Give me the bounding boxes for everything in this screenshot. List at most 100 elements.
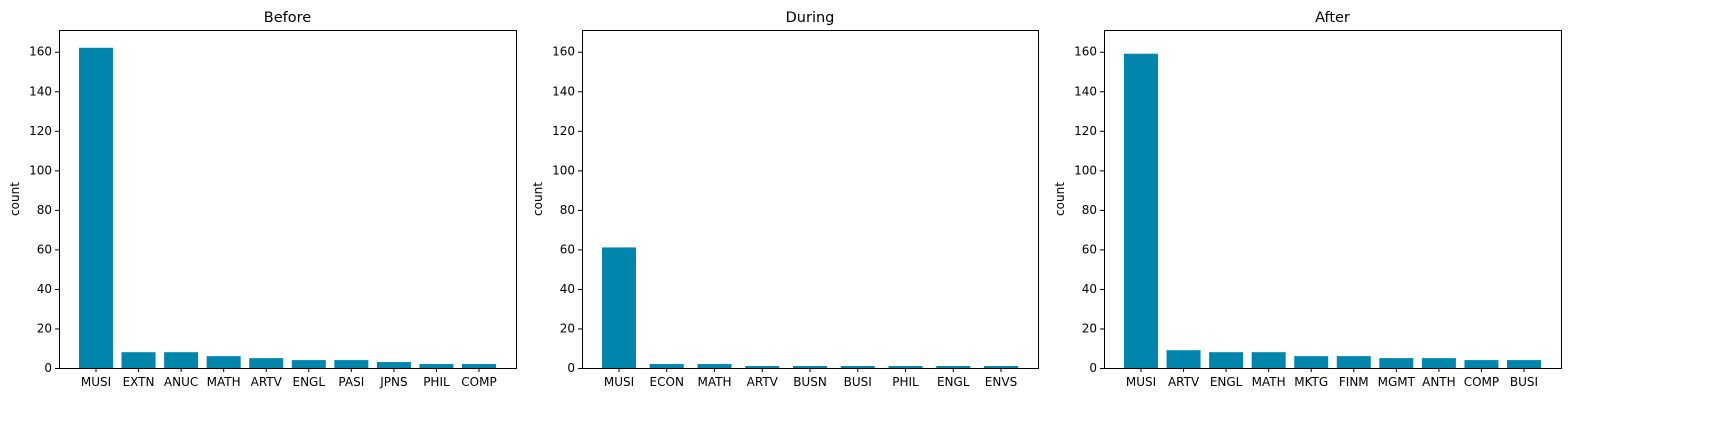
- y-ticks: 0 20 40 60 80 100 120 140 160: [552, 45, 582, 375]
- y-tick-label: 140: [1074, 84, 1097, 98]
- plot-frame: [582, 30, 1039, 369]
- y-tick-label: 80: [560, 203, 575, 217]
- bar: [649, 364, 684, 368]
- bar: [1336, 356, 1371, 368]
- y-tick-label: 60: [560, 242, 575, 256]
- x-tick-label: COMP: [1464, 375, 1499, 389]
- x-tick-label: MUSI: [1126, 375, 1156, 389]
- y-tick-label: 100: [1074, 163, 1097, 177]
- x-tick-label: JPNS: [379, 375, 407, 389]
- bar: [121, 352, 156, 368]
- x-tick-label: MATH: [1252, 375, 1286, 389]
- bar: [1294, 356, 1329, 368]
- bar: [1421, 358, 1456, 368]
- y-tick-label: 60: [37, 242, 52, 256]
- y-tick-label: 100: [552, 163, 575, 177]
- chart-title: During: [786, 10, 835, 26]
- y-tick-label: 80: [37, 203, 52, 217]
- x-tick-label: PHIL: [892, 375, 919, 389]
- y-axis-label: count: [1053, 182, 1067, 216]
- y-tick-label: 0: [44, 361, 52, 375]
- x-tick-label: ANUC: [164, 375, 198, 389]
- x-tick-label: ENVS: [985, 375, 1017, 389]
- bar: [1166, 350, 1201, 368]
- panel-after: After count 0 20 40 60 80 100 120 140 160 MUSI AR…: [1053, 10, 1562, 389]
- y-tick-label: 100: [29, 163, 52, 177]
- y-tick-label: 20: [1082, 321, 1097, 335]
- chart-title: Before: [264, 10, 311, 26]
- y-tick-label: 140: [29, 84, 52, 98]
- bar: [1124, 53, 1158, 368]
- x-tick-label: MGMT: [1378, 375, 1416, 389]
- y-tick-label: 40: [1082, 282, 1097, 296]
- x-ticks: MUSI ECON MATH ARTV BUSN BUSI PHIL ENGL ENVS: [604, 368, 1017, 389]
- x-tick-label: ARTV: [747, 375, 779, 389]
- plot-frame: [59, 30, 517, 369]
- x-ticks: MUSI EXTN ANUC MATH ARTV ENGL PASI JPNS PHIL COMP: [81, 368, 497, 389]
- x-ticks: MUSI ARTV ENGL MATH MKTG FINM MGMT ANTH COMP BUSI: [1126, 368, 1538, 389]
- y-axis-label: count: [531, 182, 545, 216]
- x-tick-label: MATH: [698, 375, 732, 389]
- x-tick-label: BUSI: [1510, 375, 1538, 389]
- plot-frame: [1104, 30, 1562, 369]
- x-tick-label: COMP: [461, 375, 496, 389]
- y-tick-label: 160: [29, 45, 52, 59]
- y-tick-label: 120: [552, 124, 575, 138]
- y-tick-label: 80: [1082, 203, 1097, 217]
- x-tick-label: MUSI: [604, 375, 634, 389]
- bar: [164, 352, 199, 368]
- x-tick-label: ECON: [650, 375, 684, 389]
- y-ticks: 0 20 40 60 80 100 120 140 160: [29, 45, 59, 375]
- bar: [334, 360, 369, 368]
- x-tick-label: MUSI: [81, 375, 111, 389]
- x-tick-label: MKTG: [1294, 375, 1328, 389]
- bar: [1507, 360, 1541, 368]
- y-tick-label: 20: [37, 321, 52, 335]
- y-tick-label: 40: [560, 282, 575, 296]
- y-tick-label: 0: [1089, 361, 1097, 375]
- x-tick-label: BUSI: [844, 375, 872, 389]
- x-tick-label: MATH: [207, 375, 241, 389]
- y-tick-label: 120: [1074, 124, 1097, 138]
- y-tick-label: 120: [29, 124, 52, 138]
- y-tick-label: 0: [567, 361, 575, 375]
- bar: [793, 366, 827, 368]
- bar: [936, 366, 971, 368]
- x-tick-label: ARTV: [1168, 375, 1200, 389]
- bar: [984, 366, 1018, 368]
- bar: [602, 247, 636, 368]
- x-tick-label: ANTH: [1422, 375, 1456, 389]
- x-tick-label: ARTV: [251, 375, 283, 389]
- x-tick-label: ENGL: [293, 375, 326, 389]
- x-tick-label: ENGL: [937, 375, 970, 389]
- bar: [1464, 360, 1499, 368]
- bar: [79, 47, 113, 368]
- x-tick-label: BUSN: [793, 375, 827, 389]
- bars: [1124, 53, 1541, 368]
- x-tick-label: FINM: [1339, 375, 1369, 389]
- panel-before: Before count 0 20 40 60 80 100 120 140 160 MUSI E…: [8, 10, 517, 389]
- y-tick-label: 160: [1074, 45, 1097, 59]
- y-ticks: 0 20 40 60 80 100 120 140 160: [1074, 45, 1104, 375]
- bar: [697, 364, 732, 368]
- x-tick-label: PHIL: [423, 375, 450, 389]
- bar: [462, 364, 496, 368]
- y-tick-label: 40: [37, 282, 52, 296]
- y-tick-label: 160: [552, 45, 575, 59]
- y-tick-label: 140: [552, 84, 575, 98]
- bar: [249, 358, 284, 368]
- bar: [1251, 352, 1286, 368]
- y-axis-label: count: [8, 182, 22, 216]
- bar: [1209, 352, 1244, 368]
- bar: [291, 360, 326, 368]
- chart-title: After: [1315, 10, 1350, 26]
- bar: [376, 362, 411, 368]
- bar: [745, 366, 780, 368]
- x-tick-label: PASI: [338, 375, 364, 389]
- bar: [206, 356, 241, 368]
- x-tick-label: ENGL: [1210, 375, 1243, 389]
- bars: [602, 247, 1018, 368]
- bar: [840, 366, 875, 368]
- bars: [79, 47, 496, 368]
